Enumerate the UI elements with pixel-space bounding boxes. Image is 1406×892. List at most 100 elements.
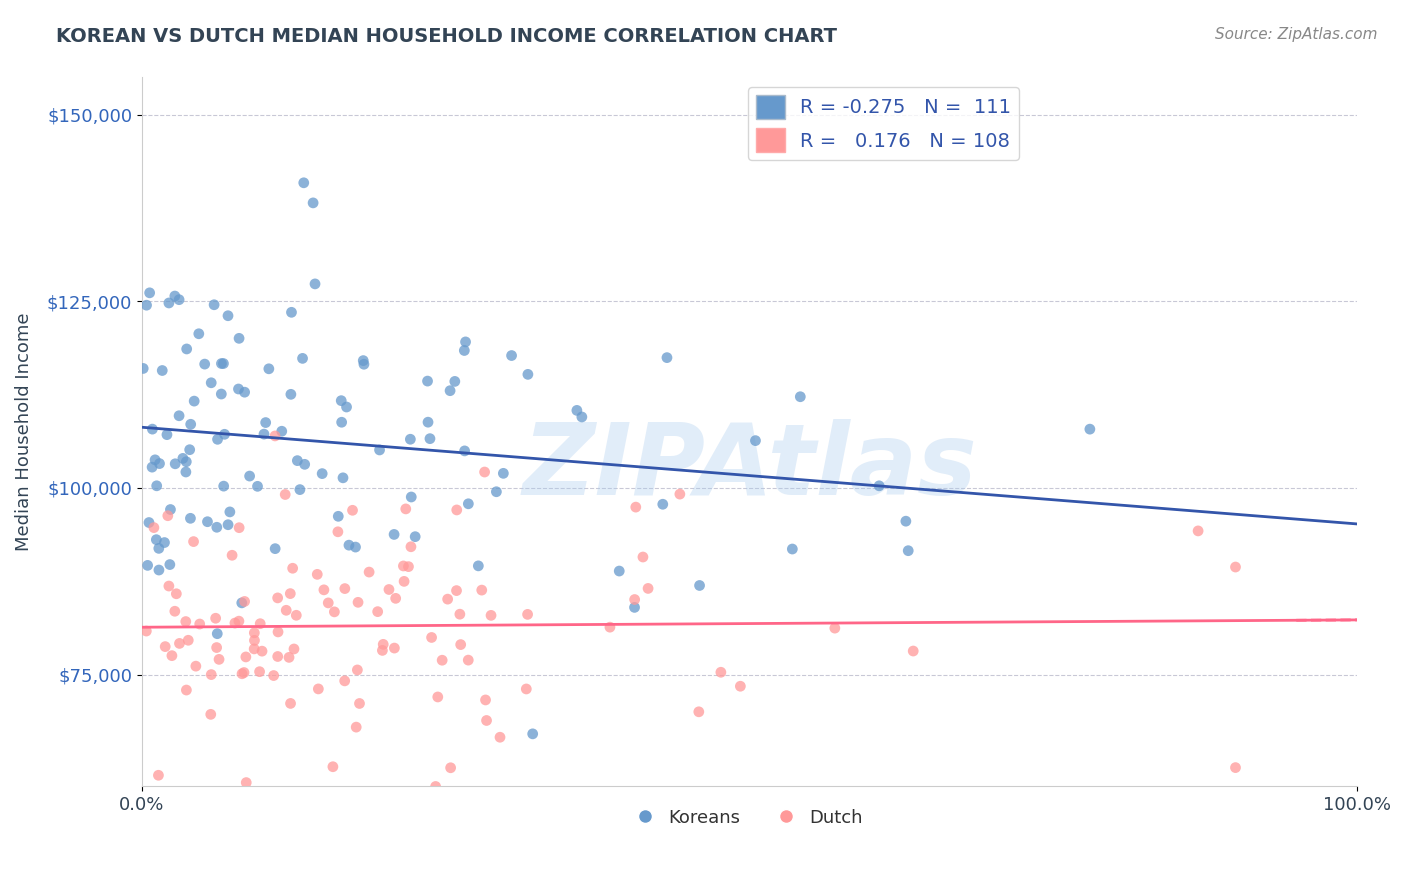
Point xyxy=(148,541,170,556)
Point xyxy=(257,361,280,376)
Point xyxy=(159,558,181,572)
Point xyxy=(328,509,350,524)
Point xyxy=(270,424,292,438)
Point xyxy=(789,390,811,404)
Point xyxy=(202,298,225,312)
Point xyxy=(333,673,356,688)
Point xyxy=(332,471,354,485)
Point xyxy=(425,780,447,794)
Point xyxy=(187,326,209,341)
Point xyxy=(200,707,222,722)
Point xyxy=(446,583,468,598)
Point xyxy=(335,400,357,414)
Point xyxy=(624,500,647,515)
Point xyxy=(228,382,250,396)
Point xyxy=(264,541,287,556)
Point xyxy=(212,357,235,371)
Point xyxy=(231,596,253,610)
Point xyxy=(267,649,290,664)
Point xyxy=(169,636,191,650)
Point xyxy=(342,503,364,517)
Point xyxy=(474,693,496,707)
Point xyxy=(167,409,190,423)
Point xyxy=(208,652,231,666)
Point xyxy=(565,403,588,417)
Point xyxy=(172,451,194,466)
Point xyxy=(274,487,297,501)
Point xyxy=(492,467,515,481)
Point xyxy=(1225,560,1247,574)
Point xyxy=(443,375,465,389)
Point xyxy=(489,730,512,744)
Point xyxy=(212,479,235,493)
Point xyxy=(1225,761,1247,775)
Y-axis label: Median Household Income: Median Household Income xyxy=(15,313,32,551)
Point xyxy=(669,487,692,501)
Point xyxy=(156,427,179,442)
Point xyxy=(326,524,349,539)
Point xyxy=(148,768,170,782)
Point xyxy=(515,681,537,696)
Point xyxy=(180,417,202,432)
Point xyxy=(243,633,266,648)
Point xyxy=(263,668,285,682)
Point xyxy=(453,443,475,458)
Point xyxy=(744,434,766,448)
Point xyxy=(571,409,593,424)
Point xyxy=(824,621,846,635)
Point xyxy=(599,620,621,634)
Point xyxy=(160,648,183,663)
Point xyxy=(416,415,439,429)
Point xyxy=(868,479,890,493)
Point xyxy=(143,453,166,467)
Point xyxy=(304,277,326,291)
Point xyxy=(184,659,207,673)
Point xyxy=(392,574,415,589)
Point xyxy=(322,760,344,774)
Point xyxy=(145,479,167,493)
Point xyxy=(894,514,917,528)
Point xyxy=(235,775,257,789)
Point xyxy=(145,533,167,547)
Point xyxy=(207,433,229,447)
Point xyxy=(200,667,222,681)
Point xyxy=(637,582,659,596)
Point xyxy=(430,653,453,667)
Point xyxy=(367,605,389,619)
Point xyxy=(323,605,346,619)
Point xyxy=(353,357,375,371)
Point xyxy=(426,690,449,704)
Point xyxy=(177,633,200,648)
Point xyxy=(404,530,426,544)
Point xyxy=(250,644,273,658)
Point xyxy=(436,592,458,607)
Point xyxy=(183,534,205,549)
Point xyxy=(153,640,176,654)
Point xyxy=(233,665,256,680)
Point xyxy=(235,649,257,664)
Point xyxy=(291,351,314,366)
Point xyxy=(294,458,316,472)
Legend: Koreans, Dutch: Koreans, Dutch xyxy=(628,802,870,834)
Point xyxy=(307,681,329,696)
Point xyxy=(249,616,271,631)
Point xyxy=(655,351,678,365)
Point xyxy=(231,666,253,681)
Point xyxy=(1187,524,1209,538)
Point xyxy=(221,548,243,562)
Point xyxy=(292,176,315,190)
Point xyxy=(420,631,443,645)
Point xyxy=(398,559,420,574)
Point xyxy=(135,624,157,638)
Point xyxy=(467,558,489,573)
Point xyxy=(228,521,250,535)
Point xyxy=(457,497,479,511)
Point xyxy=(281,561,304,575)
Point xyxy=(188,617,211,632)
Point xyxy=(163,604,186,618)
Point xyxy=(217,309,239,323)
Point xyxy=(176,683,198,698)
Point xyxy=(197,515,219,529)
Point xyxy=(399,432,422,446)
Text: KOREAN VS DUTCH MEDIAN HOUSEHOLD INCOME CORRELATION CHART: KOREAN VS DUTCH MEDIAN HOUSEHOLD INCOME … xyxy=(56,27,837,45)
